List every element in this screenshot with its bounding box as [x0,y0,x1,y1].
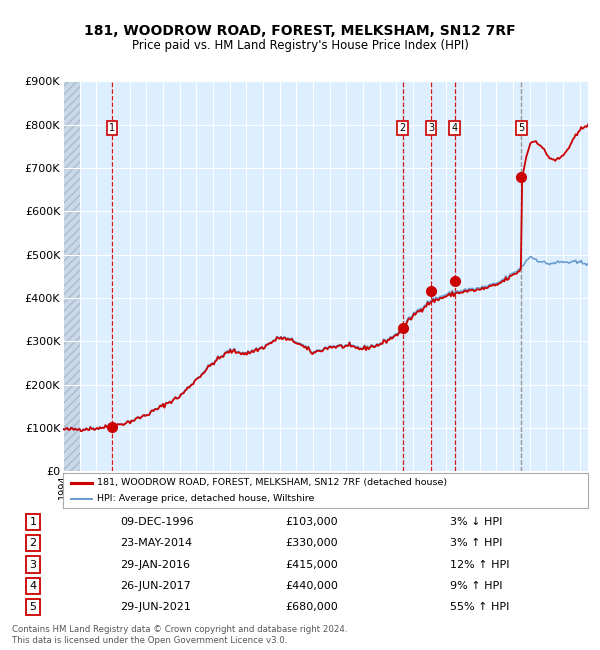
Text: 09-DEC-1996: 09-DEC-1996 [120,517,194,527]
Bar [63,81,80,471]
Text: 2: 2 [29,538,37,549]
Text: 12% ↑ HPI: 12% ↑ HPI [450,560,509,569]
Text: £103,000: £103,000 [286,517,338,527]
Text: 55% ↑ HPI: 55% ↑ HPI [450,602,509,612]
Text: 29-JUN-2021: 29-JUN-2021 [120,602,191,612]
Text: 5: 5 [518,123,524,133]
Text: 181, WOODROW ROAD, FOREST, MELKSHAM, SN12 7RF (detached house): 181, WOODROW ROAD, FOREST, MELKSHAM, SN1… [97,478,447,488]
Text: £680,000: £680,000 [286,602,338,612]
Text: 4: 4 [451,123,458,133]
Text: 9% ↑ HPI: 9% ↑ HPI [450,580,503,591]
Text: 2: 2 [400,123,406,133]
Text: 1: 1 [29,517,37,527]
Text: 1: 1 [109,123,115,133]
Text: 3: 3 [29,560,37,569]
Text: HPI: Average price, detached house, Wiltshire: HPI: Average price, detached house, Wilt… [97,494,314,503]
Text: 181, WOODROW ROAD, FOREST, MELKSHAM, SN12 7RF: 181, WOODROW ROAD, FOREST, MELKSHAM, SN1… [84,24,516,38]
Text: 26-JUN-2017: 26-JUN-2017 [120,580,191,591]
Text: Contains HM Land Registry data © Crown copyright and database right 2024.
This d: Contains HM Land Registry data © Crown c… [12,625,347,645]
Text: 3: 3 [428,123,434,133]
Text: Price paid vs. HM Land Registry's House Price Index (HPI): Price paid vs. HM Land Registry's House … [131,39,469,52]
Text: 3% ↑ HPI: 3% ↑ HPI [450,538,502,549]
Text: 3% ↓ HPI: 3% ↓ HPI [450,517,502,527]
Text: 5: 5 [29,602,37,612]
Text: 23-MAY-2014: 23-MAY-2014 [120,538,192,549]
Text: £440,000: £440,000 [286,580,338,591]
Text: £415,000: £415,000 [286,560,338,569]
Text: £330,000: £330,000 [286,538,338,549]
Text: 29-JAN-2016: 29-JAN-2016 [120,560,190,569]
Text: 4: 4 [29,580,37,591]
